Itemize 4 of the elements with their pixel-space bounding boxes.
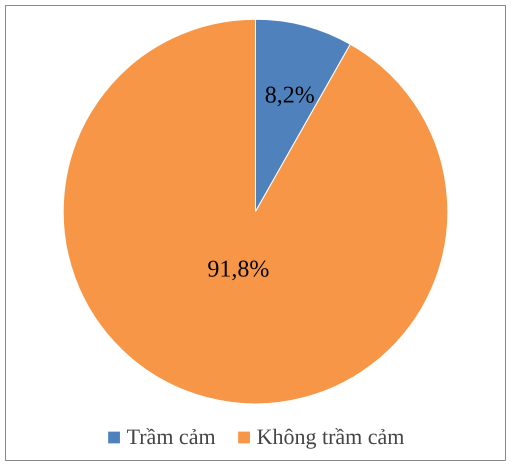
data-label: 91,8% (207, 256, 270, 283)
legend-label: Không trầm cảm (256, 424, 404, 450)
legend-label: Trầm cảm (126, 424, 216, 450)
data-label: 8,2% (264, 82, 315, 108)
